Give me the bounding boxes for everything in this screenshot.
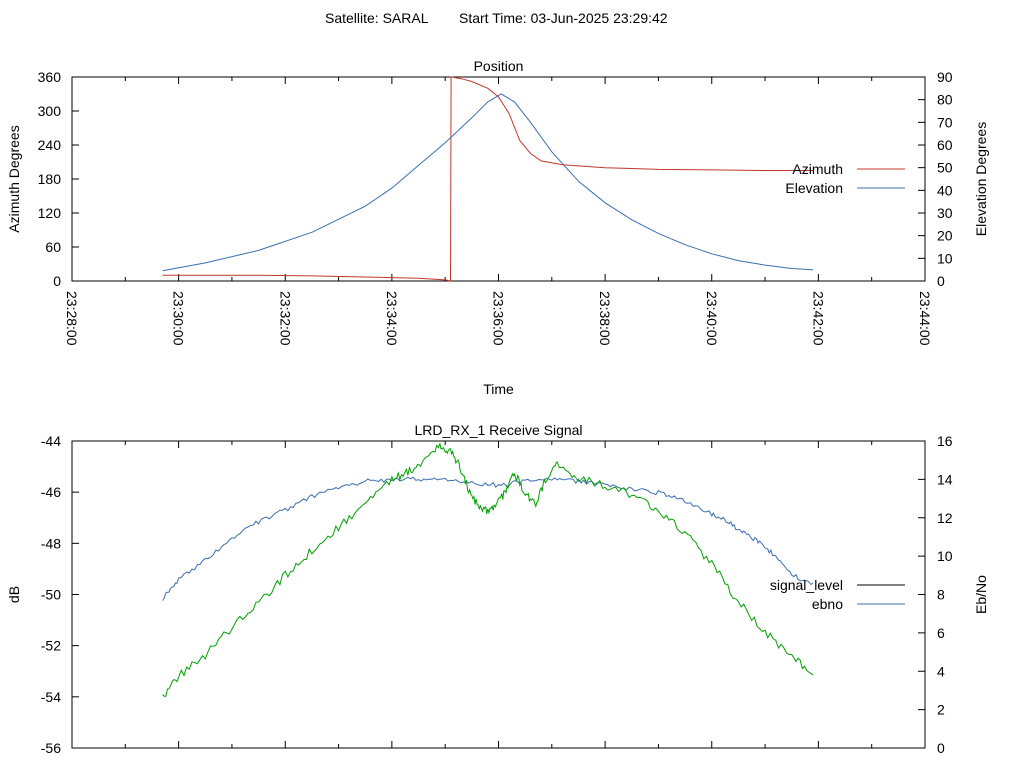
position-y2-tick-label: 10 — [937, 250, 953, 266]
signal-series-ebno — [162, 476, 814, 601]
signal-y-tick-label: -46 — [41, 484, 61, 500]
position-plot: 0 60 120 180 240 300 360 0 10 20 30 40 50 60 70 80 90 23:… — [6, 58, 989, 397]
position-y2-axis-label: Elevation Degrees — [973, 122, 989, 236]
header-satellite: Satellite: SARAL — [325, 10, 429, 26]
position-y2-tick-label: 60 — [937, 137, 953, 153]
signal-y2-tick-label: 0 — [937, 740, 945, 756]
position-x-tick-label: 23:38:00 — [597, 291, 613, 346]
signal-y2-tick-label: 10 — [937, 548, 953, 564]
signal-y-tick-label: -44 — [41, 433, 61, 449]
signal-y-axis-label: dB — [6, 586, 22, 603]
position-x-tick-label: 23:44:00 — [917, 291, 933, 346]
position-x-tick-label: 23:36:00 — [491, 291, 507, 346]
position-y2-tick-label: 30 — [937, 205, 953, 221]
signal-plot-frame — [71, 440, 926, 749]
position-x-axis-label: Time — [483, 381, 514, 397]
signal-y2-tick-label: 14 — [937, 471, 953, 487]
position-y2-tick-label: 0 — [937, 273, 945, 289]
position-x-tick-label: 23:30:00 — [171, 291, 187, 346]
position-y2-tick-label: 80 — [937, 92, 953, 108]
signal-legend-label: signal_level — [770, 577, 843, 593]
signal-legend-label: ebno — [812, 596, 843, 612]
signal-y2-tick-label: 2 — [937, 702, 945, 718]
position-y2-tick-label: 90 — [937, 69, 953, 85]
signal-y-tick-label: -56 — [41, 740, 61, 756]
position-y2-tick-label: 20 — [937, 228, 953, 244]
position-x-tick-label: 23:32:00 — [277, 291, 293, 346]
signal-y-tick-label: -50 — [41, 587, 61, 603]
position-y-tick-label: 300 — [38, 103, 62, 119]
signal-y2-tick-label: 4 — [937, 663, 945, 679]
signal-y2-tick-label: 8 — [937, 587, 945, 603]
position-y-tick-label: 240 — [38, 137, 62, 153]
receive-signal-plot: -56 -54 -52 -50 -48 -46 -44 0 2 4 6 8 10 12 14 16 LRD_RX… — [6, 422, 989, 756]
position-x-tick-label: 23:42:00 — [810, 291, 826, 346]
signal-y-tick-label: -54 — [41, 689, 61, 705]
position-y-tick-label: 360 — [38, 69, 62, 85]
position-y2-tick-label: 50 — [937, 160, 953, 176]
position-legend-label: Azimuth — [792, 161, 843, 177]
signal-title: LRD_RX_1 Receive Signal — [414, 422, 582, 438]
signal-series-eb-no-green- — [162, 442, 814, 697]
position-y-tick-label: 120 — [38, 205, 62, 221]
position-x-tick-label: 23:34:00 — [384, 291, 400, 346]
position-y-tick-label: 0 — [53, 273, 61, 289]
position-title: Position — [474, 58, 524, 74]
position-legend-label: Elevation — [785, 180, 843, 196]
position-y-tick-label: 60 — [45, 239, 61, 255]
position-series-azimuth — [162, 76, 813, 282]
position-y-axis-label: Azimuth Degrees — [6, 125, 22, 232]
position-x-tick-label: 23:28:00 — [64, 291, 80, 346]
signal-y2-tick-label: 6 — [937, 625, 945, 641]
position-y-tick-label: 180 — [38, 171, 62, 187]
signal-y-tick-label: -48 — [41, 535, 61, 551]
position-series-elevation — [162, 93, 814, 272]
header-start-time: Start Time: 03-Jun-2025 23:29:42 — [459, 10, 668, 26]
position-y2-tick-label: 70 — [937, 114, 953, 130]
position-plot-frame — [71, 76, 926, 282]
signal-y2-axis-label: Eb/No — [973, 575, 989, 614]
signal-y2-tick-label: 16 — [937, 433, 953, 449]
position-x-tick-label: 23:40:00 — [704, 291, 720, 346]
signal-y2-tick-label: 12 — [937, 510, 953, 526]
signal-y-tick-label: -52 — [41, 638, 61, 654]
position-y2-tick-label: 40 — [937, 182, 953, 198]
